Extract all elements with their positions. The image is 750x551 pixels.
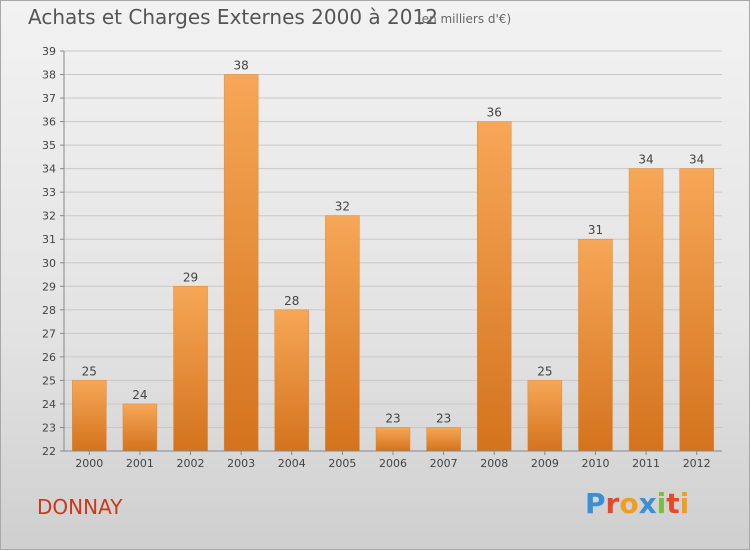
- logo-letter: i: [679, 487, 690, 520]
- bar-2011: [628, 168, 664, 452]
- y-tick-label: 31: [42, 233, 56, 246]
- logo-letter: t: [666, 487, 680, 520]
- data-label-2001: 24: [132, 388, 147, 402]
- data-labels: 25 24 29 38 28 32 23 23 36 25 31 34 34: [82, 59, 705, 426]
- bar-2005: [325, 215, 360, 452]
- y-tick-label: 24: [42, 398, 56, 411]
- x-tick-label: 2012: [683, 457, 711, 470]
- grid-lines: [64, 50, 722, 452]
- x-tick-label: 2007: [430, 457, 458, 470]
- x-tick-label: 2005: [328, 457, 356, 470]
- bar-2012: [679, 168, 714, 452]
- data-label-2010: 31: [588, 223, 603, 237]
- bar-2004: [274, 309, 310, 452]
- y-tick-label: 35: [42, 139, 56, 152]
- data-label-2003: 38: [234, 59, 249, 73]
- bar-2006: [375, 427, 411, 452]
- bar-2001: [122, 403, 158, 452]
- data-label-2005: 32: [335, 200, 350, 214]
- y-tick-label: 28: [42, 304, 56, 317]
- y-tick-label: 26: [42, 351, 56, 364]
- bar-2002: [173, 286, 208, 452]
- x-tick-label: 2008: [480, 457, 508, 470]
- logo-letter: i: [656, 487, 667, 520]
- commune-name: DONNAY: [37, 495, 123, 519]
- y-tick-label: 23: [42, 421, 56, 434]
- bar-2010: [578, 238, 613, 452]
- y-tick-label: 37: [42, 92, 56, 105]
- y-tick-label: 30: [42, 257, 56, 270]
- chart-subtitle: (en milliers d'€): [417, 12, 512, 26]
- x-tick-label: 2002: [177, 457, 205, 470]
- logo-letter: x: [638, 487, 657, 520]
- data-label-2009: 25: [537, 364, 552, 378]
- y-tick-label: 32: [42, 210, 56, 223]
- bar-2009: [527, 380, 563, 452]
- y-axis-ticks: 22 23 24 25 26 27 28 29 30 31 32 33 34 35 36 37 38 39: [42, 45, 64, 458]
- y-tick-label: 38: [42, 69, 56, 82]
- bars: [72, 74, 714, 452]
- data-label-2004: 28: [284, 294, 299, 308]
- y-tick-label: 27: [42, 327, 56, 340]
- x-tick-label: 2010: [581, 457, 609, 470]
- y-tick-label: 22: [42, 445, 56, 458]
- data-label-2012: 34: [689, 153, 704, 167]
- data-label-2002: 29: [183, 270, 198, 284]
- data-label-2006: 23: [385, 411, 400, 425]
- y-tick-label: 25: [42, 374, 56, 387]
- x-tick-label: 2000: [75, 457, 103, 470]
- data-label-2007: 23: [436, 411, 451, 425]
- proxiti-logo[interactable]: Proxiti: [585, 487, 689, 520]
- bar-2000: [72, 380, 107, 452]
- logo-letter: P: [585, 487, 606, 520]
- data-label-2008: 36: [487, 106, 502, 120]
- x-tick-label: 2011: [632, 457, 660, 470]
- chart-title: Achats et Charges Externes 2000 à 2012: [28, 5, 438, 29]
- logo-letter: r: [605, 487, 620, 520]
- data-label-2011: 34: [638, 153, 653, 167]
- y-tick-label: 36: [42, 116, 56, 129]
- x-tick-label: 2006: [379, 457, 407, 470]
- x-axis-ticks: 2000 2001 2002 2003 2004 2005 2006 2007 2008 2009…: [75, 451, 711, 470]
- x-tick-label: 2004: [278, 457, 306, 470]
- y-tick-label: 39: [42, 45, 56, 58]
- x-tick-label: 2009: [531, 457, 559, 470]
- y-tick-label: 33: [42, 186, 56, 199]
- x-tick-label: 2001: [126, 457, 154, 470]
- bar-2003: [223, 74, 259, 452]
- data-label-2000: 25: [82, 364, 97, 378]
- bar-2007: [426, 427, 461, 452]
- bar-2008: [476, 121, 512, 452]
- x-tick-label: 2003: [227, 457, 255, 470]
- y-tick-label: 29: [42, 280, 56, 293]
- y-tick-label: 34: [42, 163, 56, 176]
- logo-letter: o: [619, 487, 639, 520]
